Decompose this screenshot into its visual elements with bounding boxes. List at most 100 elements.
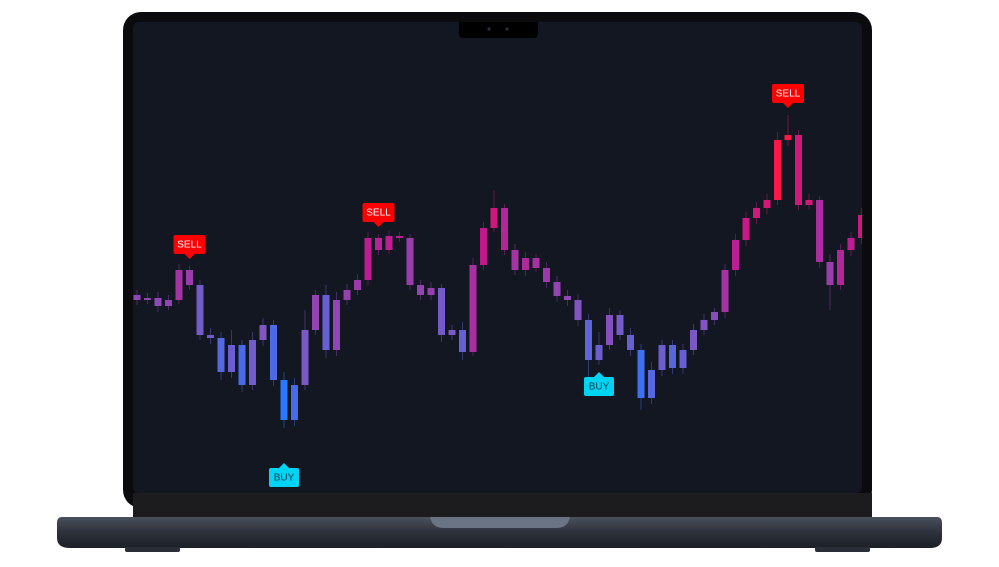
candle-body <box>490 208 498 228</box>
candle-body <box>133 295 141 300</box>
candle-body <box>784 135 792 140</box>
signal-pointer <box>279 463 289 468</box>
foot <box>125 547 180 552</box>
signal-box <box>584 377 614 396</box>
candle-body <box>501 208 508 250</box>
candle-body <box>732 240 739 270</box>
candle-body <box>606 315 613 345</box>
candle-body <box>847 238 855 250</box>
foot <box>815 547 870 552</box>
candle-body <box>669 345 676 368</box>
candle-body <box>753 208 760 218</box>
candle-body <box>207 335 214 338</box>
camera <box>487 27 491 31</box>
candle-body <box>301 330 309 385</box>
candle-body <box>469 265 477 352</box>
signal-label: SELL <box>173 235 206 259</box>
signal-label: BUY <box>584 372 614 396</box>
laptop-base <box>57 517 942 548</box>
candle-body <box>312 295 319 330</box>
signal-text: BUY <box>274 473 295 484</box>
signal-label: BUY <box>269 463 299 487</box>
candle-body <box>721 270 729 312</box>
candle-body <box>616 315 624 335</box>
camera <box>505 27 509 31</box>
candle-body <box>438 288 445 335</box>
candle-body <box>333 300 340 350</box>
signal-text: SELL <box>776 89 801 100</box>
candle-body <box>627 335 634 350</box>
candle-body <box>795 135 802 205</box>
signal-label: SELL <box>362 203 395 227</box>
candle-body <box>322 295 330 350</box>
camera-notch <box>459 22 538 38</box>
candle-body <box>280 380 288 420</box>
signal-pointer <box>373 222 384 227</box>
signal-text: SELL <box>366 208 391 219</box>
signal-text: SELL <box>177 240 202 251</box>
candle-body <box>543 268 550 282</box>
candle-body <box>417 285 424 295</box>
candle-body <box>396 236 403 238</box>
candle-body <box>522 258 529 270</box>
candle-body <box>144 298 151 300</box>
candle-body <box>585 320 592 360</box>
screen <box>133 22 862 493</box>
candle-body <box>228 345 235 372</box>
candle-body <box>385 236 393 250</box>
candle-body <box>532 258 540 268</box>
signal-text: BUY <box>589 382 610 393</box>
candle-body <box>574 300 582 320</box>
candle-body <box>217 338 225 372</box>
candle-body <box>858 215 862 238</box>
candle-body <box>658 345 666 370</box>
candle-body <box>196 285 204 335</box>
candle-body <box>679 350 687 368</box>
candle-body <box>763 200 771 208</box>
signal-pointer <box>594 372 604 377</box>
candle-body <box>826 262 834 285</box>
candle-body <box>774 140 781 200</box>
candle-body <box>742 218 750 240</box>
candle-body <box>427 288 435 295</box>
candle-body <box>690 330 697 350</box>
plot-area: SELL BUY SELL BUY SELL <box>133 84 862 487</box>
candle-body <box>165 300 172 306</box>
candle-body <box>564 296 571 300</box>
bezel <box>133 493 872 517</box>
signal-box <box>362 203 395 222</box>
candle-body <box>816 200 823 262</box>
candle-body <box>511 250 519 270</box>
candle-body <box>249 340 256 385</box>
candle-body <box>375 238 382 250</box>
candle-body <box>270 325 277 380</box>
candle-body <box>805 200 813 205</box>
signal-pointer <box>184 254 195 259</box>
signal-box <box>772 84 804 103</box>
candle-body <box>259 325 267 340</box>
candle-body <box>595 345 603 360</box>
candle-body <box>406 238 414 285</box>
signal-pointer <box>783 103 793 108</box>
candle-body <box>364 238 372 280</box>
candle-body <box>648 370 655 398</box>
signal-box <box>269 468 299 487</box>
candle-body <box>343 290 351 300</box>
candle-body <box>637 350 645 398</box>
signal-box <box>173 235 206 254</box>
candle-body <box>238 345 246 385</box>
hinge-notch <box>430 517 570 528</box>
candle-body <box>186 270 193 285</box>
candle-body <box>448 330 456 335</box>
candle-body <box>459 330 466 352</box>
candle-body <box>700 320 708 330</box>
candle-body <box>154 298 162 306</box>
candle-body <box>553 282 561 296</box>
candle-body <box>480 228 487 265</box>
candle-body <box>291 385 298 420</box>
signal-label: SELL <box>772 84 804 108</box>
candle-body <box>354 280 361 290</box>
candle-body <box>837 250 844 285</box>
candle-body <box>175 270 183 300</box>
